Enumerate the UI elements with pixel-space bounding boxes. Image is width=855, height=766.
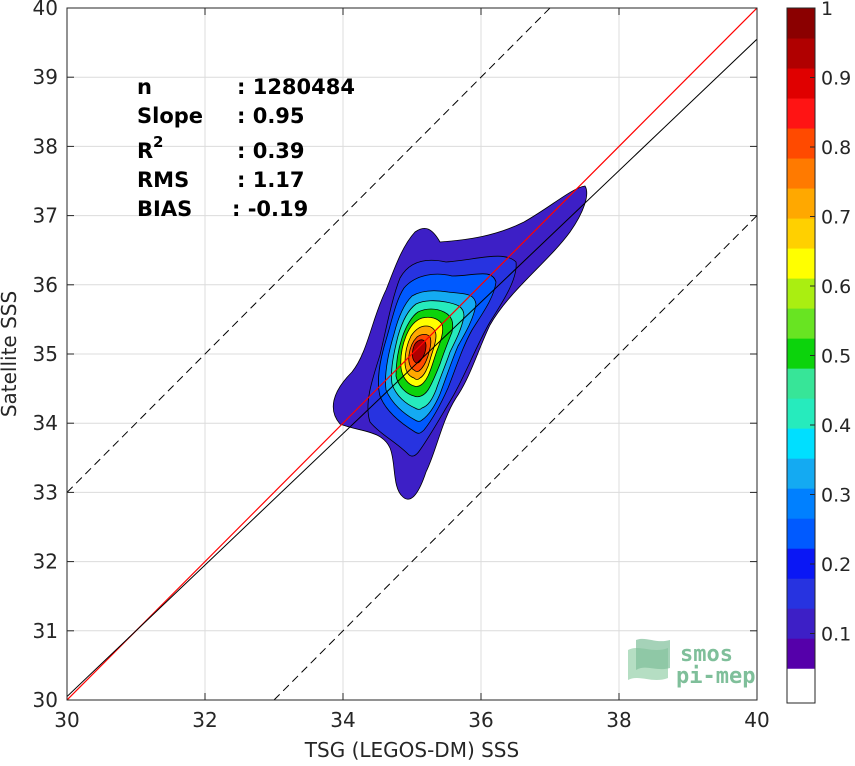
- stat-n-label: n: [137, 75, 152, 99]
- logo-wave-icon-back: [636, 638, 670, 670]
- colorbar-tick-label: 0.6: [821, 276, 851, 298]
- stat-r2-label: R: [137, 139, 153, 163]
- smos-pi-mep-logo: smos pi-mep: [628, 638, 755, 689]
- colorbar-segment: [787, 188, 815, 219]
- y-tick-label: 38: [33, 134, 58, 158]
- density-contours: [332, 185, 588, 500]
- colorbar-segment: [787, 338, 815, 369]
- reference-lines: [67, 8, 757, 700]
- x-tick-label: 32: [192, 708, 217, 732]
- colorbar-segment: [787, 68, 815, 99]
- colorbar: 0.1 0.2 0.3 0.4 0.5 0.6 0.7 0.8 0.9 1: [786, 0, 851, 704]
- colorbar-tick-label: 0.3: [821, 485, 851, 507]
- colorbar-segment: [787, 218, 815, 249]
- y-tick-label: 36: [33, 273, 58, 297]
- y-ticks: 30 31 32 33 34 35 36 37 38 39 40: [33, 0, 757, 712]
- regression-line: [67, 38, 757, 697]
- colorbar-segment: [787, 428, 815, 459]
- y-tick-label: 32: [33, 550, 58, 574]
- y-tick-label: 37: [33, 204, 58, 228]
- stat-n-value: : 1280484: [237, 75, 355, 99]
- x-ticks: 30 32 34 36 38 40: [54, 8, 770, 732]
- colorbar-tick-label: 0.7: [821, 207, 851, 229]
- x-tick-label: 30: [54, 708, 79, 732]
- x-axis-title: TSG (LEGOS-DM) SSS: [304, 738, 519, 762]
- colorbar-tick-label: 0.2: [821, 554, 851, 576]
- y-axis-title: Satellite SSS: [0, 291, 21, 417]
- colorbar-segment: [787, 638, 815, 669]
- stat-bias-label: BIAS: [137, 197, 192, 221]
- y-tick-label: 40: [33, 0, 58, 20]
- colorbar-segment: [787, 278, 815, 309]
- y-tick-label: 39: [33, 65, 58, 89]
- offset-minus-3-line: [273, 215, 757, 700]
- x-tick-label: 34: [330, 708, 355, 732]
- stat-slope-value: : 0.95: [237, 104, 305, 128]
- colorbar-segment: [787, 8, 815, 39]
- colorbar-segment: [787, 608, 815, 639]
- colorbar-segment: [787, 488, 815, 519]
- colorbar-segment: [787, 98, 815, 129]
- colorbar-segment: [787, 548, 815, 579]
- colorbar-segment: [787, 458, 815, 489]
- y-tick-label: 34: [33, 411, 58, 435]
- colorbar-tick-label: 0.4: [821, 415, 851, 437]
- stat-rms-value: : 1.17: [237, 168, 305, 192]
- stats-annotation: n : 1280484 Slope : 0.95 R 2 : 0.39 RMS …: [137, 75, 355, 221]
- colorbar-segment: [787, 578, 815, 609]
- logo-text-line1: smos: [680, 642, 733, 667]
- y-tick-label: 33: [33, 480, 58, 504]
- y-tick-label: 30: [33, 688, 58, 712]
- colorbar-segment: [787, 38, 815, 69]
- colorbar-segment: [787, 158, 815, 189]
- y-tick-label: 35: [33, 342, 58, 366]
- offset-plus-3-line: [67, 8, 551, 493]
- colorbar-segment: [787, 308, 815, 339]
- y-tick-label: 31: [33, 619, 58, 643]
- x-tick-label: 40: [744, 708, 769, 732]
- colorbar-tick-label: 1: [821, 0, 833, 20]
- colorbar-white-segment: [787, 668, 815, 703]
- stat-r2-superscript: 2: [153, 133, 163, 151]
- stat-slope-label: Slope: [137, 104, 203, 128]
- logo-text-line2: pi-mep: [676, 664, 755, 689]
- x-tick-label: 38: [606, 708, 631, 732]
- x-tick-label: 36: [468, 708, 493, 732]
- one-to-one-line: [67, 8, 757, 700]
- colorbar-tick-label: 0.1: [821, 624, 851, 646]
- stat-r2-value: : 0.39: [237, 139, 305, 163]
- colorbar-segment: [787, 128, 815, 159]
- colorbar-tick-label: 0.9: [821, 68, 851, 90]
- colorbar-segment: [787, 518, 815, 549]
- colorbar-segment: [787, 398, 815, 429]
- colorbar-tick-label: 0.8: [821, 137, 851, 159]
- stat-rms-label: RMS: [137, 168, 189, 192]
- colorbar-tick-label: 0.5: [821, 346, 851, 368]
- stat-bias-value: : -0.19: [232, 197, 308, 221]
- colorbar-segment: [787, 248, 815, 279]
- colorbar-segment: [787, 368, 815, 399]
